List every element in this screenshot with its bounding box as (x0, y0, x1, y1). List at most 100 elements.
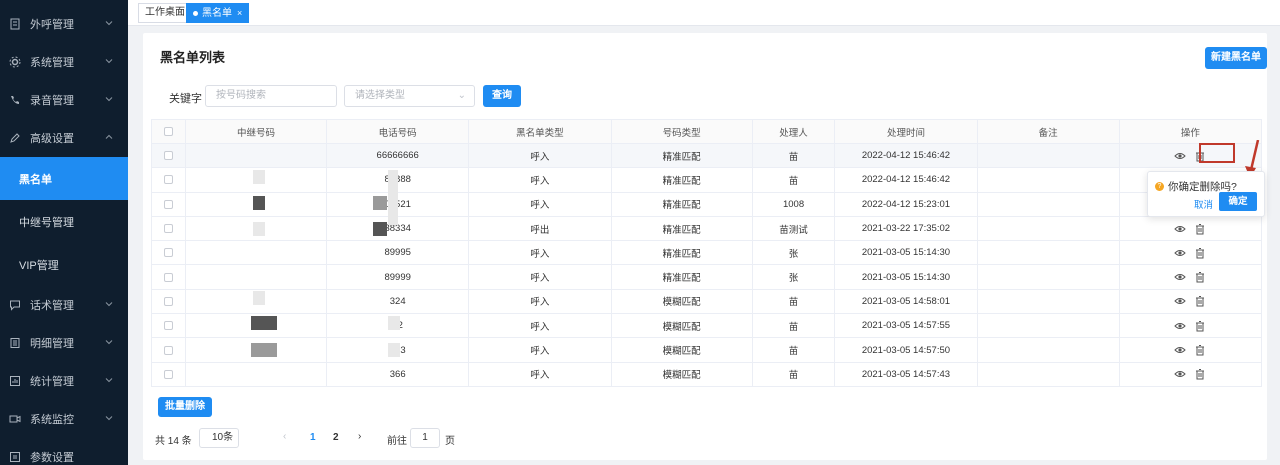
cell-bl-type: 呼入 (469, 192, 612, 217)
row-checkbox[interactable] (163, 345, 173, 355)
page-1[interactable]: 1 (310, 432, 316, 443)
privacy-mask (251, 343, 277, 357)
cancel-button[interactable]: 取消 (1194, 200, 1214, 211)
delete-trash-icon[interactable] (1194, 320, 1206, 332)
cell-handler: 苗 (752, 289, 836, 315)
cell-phone: 89995 (327, 241, 470, 266)
table-row: 89999 呼入 精准匹配张 2021-03-05 15:14:30 (152, 265, 1263, 290)
view-eye-icon[interactable] (1174, 150, 1187, 162)
delete-trash-icon[interactable] (1194, 368, 1206, 380)
row-checkbox[interactable] (163, 224, 173, 234)
cell-num-type: 精准匹配 (611, 265, 753, 290)
view-eye-icon[interactable] (1174, 295, 1187, 307)
cell-bl-type: 呼入 (469, 289, 612, 315)
new-blacklist-button[interactable]: 新建黑名单 (1205, 47, 1267, 69)
cell-time: 2021-03-05 14:57:55 (835, 314, 978, 339)
cell-time: 2022-04-12 15:46:42 (835, 168, 978, 193)
pen-icon (8, 131, 22, 145)
table-row: 07521呼入精准匹配10082022-04-12 15:23:01 (152, 192, 1263, 217)
cell-bl-type: 呼入 (469, 265, 612, 290)
sidebar-item-recording[interactable]: 录音管理 (0, 81, 128, 119)
sidebar-item-stats[interactable]: 统计管理 (0, 362, 128, 400)
type-select[interactable]: 请选择类型 ⌄ (344, 85, 475, 107)
sidebar-item-vip[interactable]: VIP管理 (19, 259, 59, 272)
cell-note (977, 192, 1120, 217)
row-checkbox[interactable] (163, 248, 173, 258)
tab-home[interactable]: 工作桌面 (138, 3, 192, 23)
delete-trash-icon[interactable] (1194, 271, 1206, 283)
cell-num-type: 精准匹配 (611, 192, 753, 217)
row-checkbox[interactable] (163, 199, 173, 209)
cell-time: 2021-03-05 15:14:30 (835, 265, 978, 290)
delete-trash-icon[interactable] (1194, 295, 1206, 307)
sidebar-item-script[interactable]: 话术管理 (0, 286, 128, 324)
prev-page-icon[interactable]: ‹ (283, 431, 287, 442)
cell-phone: 38334 (327, 216, 470, 242)
sidebar-item-system[interactable]: 系统管理 (0, 43, 128, 81)
sidebar-item-params[interactable]: 参数设置 (0, 438, 128, 465)
sidebar-item-label: 录音管理 (30, 95, 74, 107)
cell-trunk (185, 168, 328, 193)
row-checkbox[interactable] (163, 296, 173, 306)
phone-search-input[interactable]: 按号码搜索 (205, 85, 337, 107)
delete-trash-icon[interactable] (1194, 247, 1206, 259)
row-checkbox[interactable] (163, 175, 173, 185)
select-all-checkbox[interactable] (163, 127, 173, 136)
sidebar-item-trunk[interactable]: 中继号管理 (19, 216, 74, 229)
cell-bl-type: 呼入 (469, 168, 612, 193)
batch-delete-button[interactable]: 批量删除 (158, 397, 212, 417)
cell-actions (1119, 144, 1263, 169)
cell-bl-type: 呼入 (469, 314, 612, 339)
view-eye-icon[interactable] (1174, 368, 1187, 380)
row-checkbox[interactable] (163, 321, 173, 331)
confirm-button[interactable]: 确定 (1219, 192, 1257, 211)
view-eye-icon[interactable] (1174, 344, 1187, 356)
delete-trash-icon[interactable] (1194, 223, 1206, 235)
view-eye-icon[interactable] (1174, 320, 1187, 332)
cell-note (977, 216, 1120, 242)
cell-num-type: 模糊匹配 (611, 289, 753, 315)
row-checkbox[interactable] (163, 369, 173, 379)
chevron-down-icon (104, 56, 114, 66)
col-bl-type: 黑名单类型 (469, 120, 612, 144)
goto-page-input[interactable]: 1 (410, 428, 440, 448)
cell-num-type: 模糊匹配 (611, 338, 753, 363)
tab-blacklist-label: 黑名单 (202, 8, 232, 19)
cell-note (977, 314, 1120, 339)
close-icon[interactable]: × (237, 8, 243, 18)
delete-trash-icon[interactable] (1194, 344, 1206, 356)
view-eye-icon[interactable] (1174, 247, 1187, 259)
view-eye-icon[interactable] (1174, 223, 1187, 235)
privacy-mask (388, 343, 400, 357)
cell-bl-type: 呼入 (469, 362, 612, 387)
row-checkbox-cell (152, 314, 186, 339)
active-dot-icon (193, 10, 198, 16)
search-button[interactable]: 查询 (483, 85, 521, 107)
row-checkbox-cell (152, 338, 186, 363)
table-row: 88888呼入精准匹配苗2022-04-12 15:46:42 (152, 168, 1263, 193)
sidebar-item-label: 系统监控 (30, 414, 74, 426)
next-page-icon[interactable]: › (358, 431, 362, 442)
select-all-checkbox-cell (152, 120, 186, 144)
document-icon (8, 17, 22, 31)
sidebar-item-advanced[interactable]: 高级设置 (0, 119, 128, 157)
sidebar-item-blacklist[interactable]: 黑名单 (0, 157, 128, 200)
privacy-mask (251, 316, 277, 330)
view-eye-icon[interactable] (1174, 271, 1187, 283)
page-size-select[interactable]: 10条 (199, 428, 239, 448)
cell-trunk (185, 192, 328, 217)
privacy-mask (373, 196, 387, 210)
table-row: 324 呼入 模糊匹配苗 2021-03-05 14:58:01 (152, 289, 1263, 315)
row-checkbox[interactable] (163, 272, 173, 282)
col-trunk: 中继号码 (185, 120, 328, 144)
sidebar-item-monitor[interactable]: 系统监控 (0, 400, 128, 438)
cell-bl-type: 呼入 (469, 241, 612, 266)
sidebar-item-detail[interactable]: 明细管理 (0, 324, 128, 362)
tab-blacklist[interactable]: 黑名单 × (186, 3, 250, 23)
sidebar-item-outbound[interactable]: 外呼管理 (0, 5, 128, 43)
page-2[interactable]: 2 (333, 432, 339, 443)
sidebar: 外呼管理 系统管理 录音管理 高级设置 黑名单 中继号管理 VIP管理 话术管理… (0, 0, 128, 465)
page-unit: 页 (445, 436, 455, 447)
row-checkbox[interactable] (163, 151, 173, 161)
sidebar-item-label: 外呼管理 (30, 19, 74, 31)
